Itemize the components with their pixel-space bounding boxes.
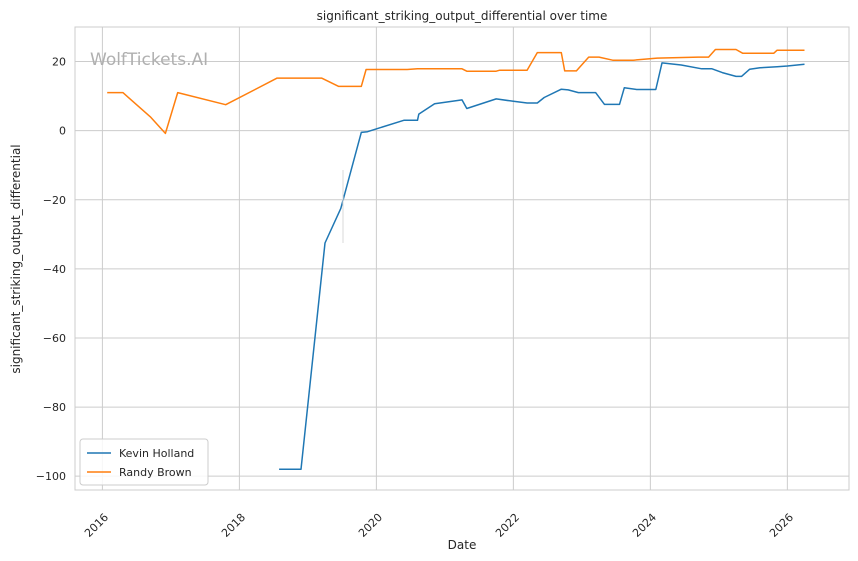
x-tick-label: 2018	[219, 511, 248, 540]
y-tick-label: −80	[43, 401, 66, 414]
y-tick-label: −40	[43, 263, 66, 276]
x-tick-label: 2026	[767, 511, 796, 540]
y-tick-label: 20	[52, 56, 66, 69]
plot-area	[74, 26, 850, 491]
legend-box	[79, 438, 209, 486]
y-axis-title: significant_striking_output_differential	[9, 144, 23, 373]
y-tick-label: −20	[43, 194, 66, 207]
legend-label-kevin-holland: Kevin Holland	[119, 447, 194, 460]
x-axis-title: Date	[448, 538, 477, 552]
legend-label-randy-brown: Randy Brown	[119, 466, 192, 479]
x-tick-label: 2016	[82, 511, 111, 540]
legend: Kevin Holland Randy Brown	[79, 438, 209, 486]
x-tick-label: 2022	[493, 511, 522, 540]
y-tick-label: −60	[43, 332, 66, 345]
x-tick-labels: 2016 2018 2020 2022 2024 2026	[82, 511, 796, 540]
y-tick-label: 0	[59, 125, 66, 138]
x-tick-label: 2024	[630, 511, 659, 540]
chart-title: significant_striking_output_differential…	[317, 9, 608, 23]
x-tick-label: 2020	[356, 511, 385, 540]
y-tick-label: −100	[36, 470, 66, 483]
watermark-text: WolfTickets.AI	[90, 50, 208, 70]
series-layer	[107, 48, 805, 471]
series-line-kevin-holland	[279, 62, 805, 471]
series-line-randy-brown	[107, 48, 805, 135]
y-tick-labels: −100 −80 −60 −40 −20 0 20	[36, 56, 66, 484]
